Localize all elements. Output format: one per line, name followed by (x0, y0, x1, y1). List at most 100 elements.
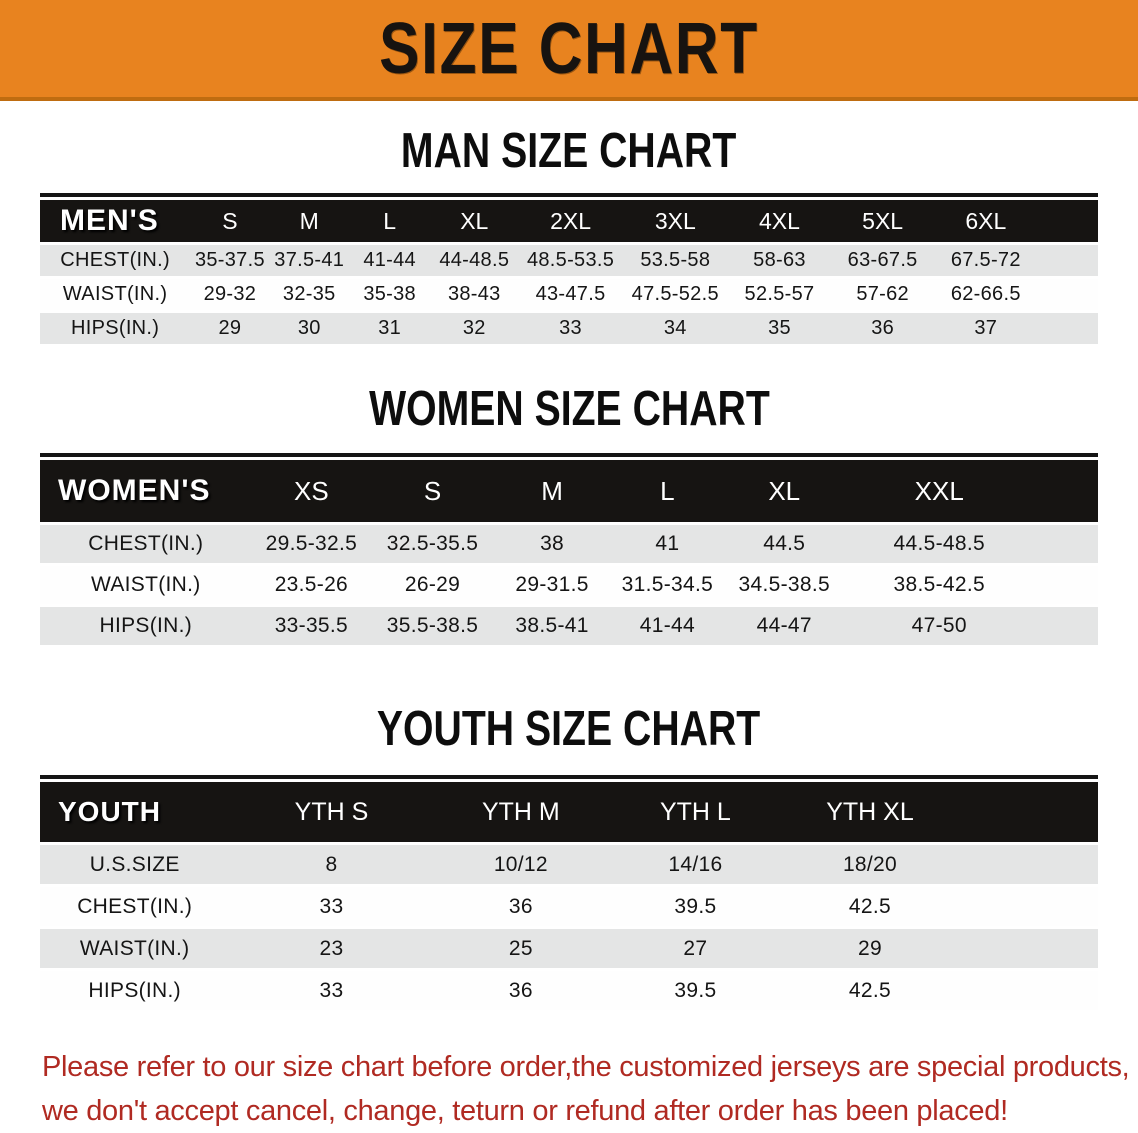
measurement-row-label: WAIST(IN.) (40, 279, 191, 310)
size-column-header: 3XL (622, 200, 728, 242)
measurement-value: 30 (269, 313, 349, 344)
measurement-value: 38 (493, 525, 611, 563)
measurement-row: CHEST(IN.) 29.5-32.5 32.5-35.5 38 41 44.5 44.5… (40, 525, 1098, 563)
youth-header-row: YOUTH YTH S YTH M YTH L YTH XL (40, 782, 1098, 842)
measurement-value: 53.5-58 (622, 245, 728, 276)
measurement-value: 33 (229, 887, 434, 926)
measurement-value: 29.5-32.5 (251, 525, 372, 563)
measurement-value: 47.5-52.5 (622, 279, 728, 310)
measurement-value: 38.5-42.5 (844, 566, 1035, 604)
measurement-row-label: U.S.SIZE (40, 845, 230, 884)
measurement-row: WAIST(IN.) 23.5-26 26-29 29-31.5 31.5-34.5 34… (40, 566, 1098, 604)
size-column-header: YTH XL (782, 782, 958, 842)
measurement-value: 8 (229, 845, 434, 884)
row-spacer (1037, 245, 1098, 276)
measurement-value: 29 (782, 929, 958, 968)
header-spacer (957, 782, 1098, 842)
measurement-row-label: WAIST(IN.) (40, 929, 230, 968)
measurement-value: 32.5-35.5 (371, 525, 494, 563)
measurement-row-label: HIPS(IN.) (40, 607, 252, 645)
header-spacer (1034, 460, 1098, 522)
measurement-value: 26-29 (371, 566, 494, 604)
size-column-header: 6XL (933, 200, 1038, 242)
measurement-row-label: CHEST(IN.) (40, 525, 252, 563)
measurement-value: 44.5 (724, 525, 845, 563)
measurement-row: CHEST(IN.) 33 36 39.5 42.5 (40, 887, 1098, 926)
measurement-value: 67.5-72 (933, 245, 1038, 276)
size-chart-banner: SIZE CHART (0, 0, 1138, 101)
measurement-value: 25 (433, 929, 609, 968)
size-column-header: 2XL (518, 200, 623, 242)
measurement-value: 36 (433, 971, 609, 1010)
measurement-value: 38-43 (430, 279, 519, 310)
measurement-value: 32-35 (269, 279, 349, 310)
measurement-value: 38.5-41 (493, 607, 611, 645)
table-corner-label: WOMEN'S (40, 460, 252, 522)
women-header-row: WOMEN'S XS S M L XL XXL (40, 460, 1098, 522)
measurement-value: 44.5-48.5 (844, 525, 1035, 563)
measurement-value: 44-47 (724, 607, 845, 645)
measurement-value: 43-47.5 (518, 279, 623, 310)
measurement-value: 36 (433, 887, 609, 926)
disclaimer-line-2: we don't accept cancel, change, teturn o… (42, 1095, 1008, 1127)
measurement-row-label: CHEST(IN.) (40, 887, 230, 926)
measurement-value: 63-67.5 (831, 245, 934, 276)
measurement-value: 33 (518, 313, 623, 344)
men-section-heading-text: MAN SIZE CHART (401, 124, 737, 178)
measurement-value: 58-63 (727, 245, 832, 276)
measurement-row-label: WAIST(IN.) (40, 566, 252, 604)
measurement-value: 62-66.5 (933, 279, 1038, 310)
measurement-row: HIPS(IN.) 29 30 31 32 33 34 35 36 37 (40, 313, 1098, 344)
row-spacer (957, 887, 1098, 926)
header-spacer (1037, 200, 1098, 242)
measurement-value: 41-44 (610, 607, 725, 645)
measurement-value: 33-35.5 (251, 607, 372, 645)
measurement-value: 18/20 (782, 845, 958, 884)
size-column-header: XXL (844, 460, 1035, 522)
measurement-value: 42.5 (782, 971, 958, 1010)
measurement-value: 37.5-41 (269, 245, 349, 276)
measurement-value: 14/16 (608, 845, 783, 884)
row-spacer (957, 929, 1098, 968)
measurement-row-label: HIPS(IN.) (40, 313, 191, 344)
measurement-value: 29-31.5 (493, 566, 611, 604)
measurement-value: 57-62 (831, 279, 934, 310)
size-column-header: XL (430, 200, 519, 242)
measurement-value: 27 (608, 929, 783, 968)
measurement-value: 31 (348, 313, 431, 344)
measurement-value: 32 (430, 313, 519, 344)
measurement-row: U.S.SIZE 8 10/12 14/16 18/20 (40, 845, 1098, 884)
measurement-value: 42.5 (782, 887, 958, 926)
measurement-value: 29 (190, 313, 270, 344)
row-spacer (1037, 279, 1098, 310)
row-spacer (1034, 566, 1098, 604)
row-spacer (957, 845, 1098, 884)
size-chart-content: MAN SIZE CHART MEN'S S M L XL 2XL 3XL 4XL 5XL 6XL… (0, 125, 1138, 1133)
measurement-value: 23 (229, 929, 434, 968)
measurement-value: 31.5-34.5 (610, 566, 725, 604)
row-spacer (1034, 607, 1098, 645)
size-column-header: YTH S (229, 782, 434, 842)
measurement-value: 41 (610, 525, 725, 563)
measurement-value: 39.5 (608, 971, 783, 1010)
measurement-value: 47-50 (844, 607, 1035, 645)
men-size-table: MEN'S S M L XL 2XL 3XL 4XL 5XL 6XL CHEST(IN.) 35-3… (40, 193, 1098, 347)
measurement-row: CHEST(IN.) 35-37.5 37.5-41 41-44 44-48.5 48.5… (40, 245, 1098, 276)
row-spacer (957, 971, 1098, 1010)
measurement-row: HIPS(IN.) 33 36 39.5 42.5 (40, 971, 1098, 1010)
disclaimer-line-1: Please refer to our size chart before or… (42, 1051, 1130, 1083)
size-column-header: L (348, 200, 431, 242)
size-column-header: YTH L (608, 782, 783, 842)
size-column-header: M (493, 460, 611, 522)
women-section-heading-text: WOMEN SIZE CHART (368, 382, 770, 436)
men-section-heading: MAN SIZE CHART (40, 125, 1098, 177)
measurement-value: 39.5 (608, 887, 783, 926)
size-column-header: S (371, 460, 494, 522)
size-column-header: 5XL (831, 200, 934, 242)
measurement-row-label: CHEST(IN.) (40, 245, 191, 276)
measurement-value: 48.5-53.5 (518, 245, 623, 276)
measurement-value: 35 (727, 313, 832, 344)
measurement-value: 23.5-26 (251, 566, 372, 604)
measurement-value: 37 (933, 313, 1038, 344)
row-spacer (1034, 525, 1098, 563)
